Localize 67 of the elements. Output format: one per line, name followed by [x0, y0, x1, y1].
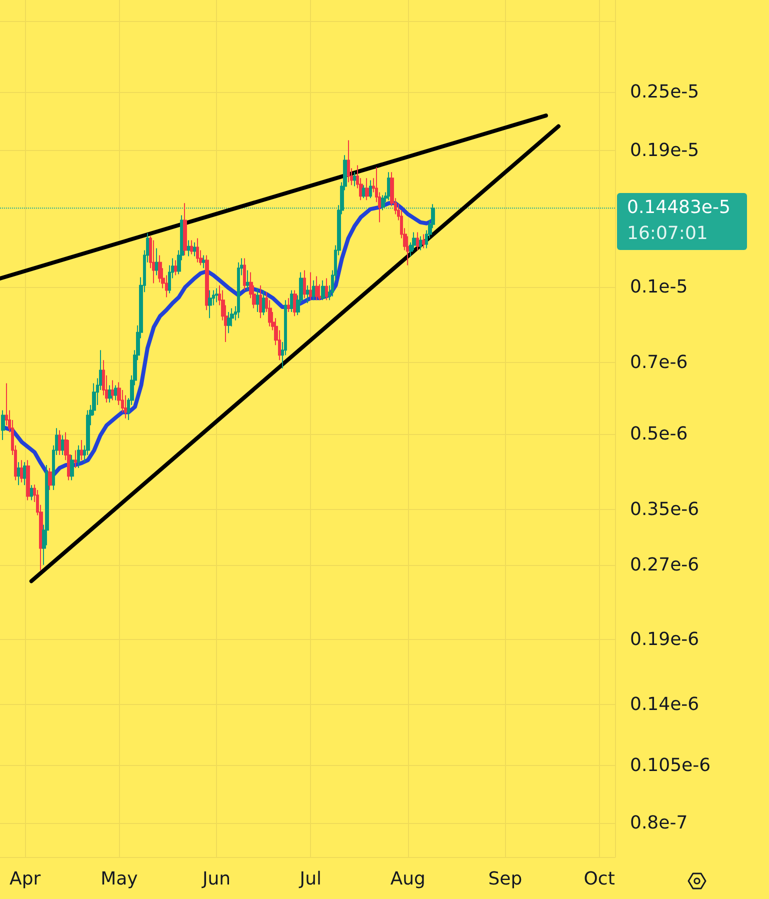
candlestick: [309, 272, 312, 301]
x-tick-label: Oct: [584, 868, 615, 890]
y-tick-label: 0.25e-5: [630, 82, 700, 103]
candlestick: [80, 440, 83, 461]
candlestick: [190, 240, 193, 255]
candlestick: [365, 178, 369, 201]
y-tick-label: 0.7e-6: [630, 352, 688, 374]
candlestick: [183, 202, 187, 256]
candlestick: [353, 172, 356, 187]
candlestick: [347, 140, 350, 183]
candlestick: [193, 242, 196, 257]
candlestick: [243, 258, 246, 291]
x-tick-label: May: [100, 868, 138, 890]
candlestick: [205, 254, 209, 311]
candlestick: [202, 254, 206, 269]
x-tick-label: Apr: [10, 868, 42, 890]
candlestick: [381, 194, 385, 211]
candlestick: [26, 460, 30, 501]
candlestick: [152, 240, 156, 284]
candlestick: [1, 410, 5, 441]
candlestick: [419, 236, 422, 251]
candlestick: [306, 284, 309, 304]
candlestick: [187, 240, 190, 257]
candlestick: [155, 248, 159, 276]
y-tick-label: 0.14e-6: [630, 694, 700, 715]
candlestick: [315, 276, 319, 301]
candlestick: [74, 450, 77, 468]
ref-line-label: 0.14483e-5: [627, 196, 730, 220]
x-tick-label: Jul: [298, 868, 322, 890]
candlestick: [17, 462, 21, 486]
candlestick: [303, 270, 306, 299]
candlestick: [174, 260, 177, 276]
y-tick-label: 0.105e-6: [630, 754, 711, 776]
candlestick: [325, 278, 328, 301]
candlestick: [111, 380, 115, 401]
y-tick-label: 0.1e-5: [630, 276, 688, 298]
y-tick-label: 0.19e-5: [630, 140, 700, 162]
candlestick: [114, 384, 118, 401]
candlestick: [369, 180, 372, 199]
candlestick: [208, 290, 212, 319]
candlestick: [108, 384, 112, 403]
candlestick: [287, 298, 290, 313]
x-tick-label: Aug: [390, 868, 426, 890]
candlestick: [215, 288, 218, 303]
candlestick: [262, 290, 265, 316]
candlestick: [256, 288, 259, 313]
y-tick-label: 0.27e-6: [630, 554, 700, 576]
candlestick: [416, 232, 419, 251]
candlestick: [246, 270, 250, 291]
candlestick: [77, 444, 80, 468]
candlestick: [58, 430, 61, 456]
y-tick-label: 0.19e-6: [630, 628, 700, 650]
candlestick: [70, 454, 74, 481]
candlestick: [321, 280, 325, 301]
candlestick: [237, 262, 240, 319]
candlestick: [259, 284, 262, 319]
y-tick-label: 0.8e-7: [630, 812, 688, 834]
x-tick-label: Jun: [201, 868, 231, 890]
y-tick-label: 0.5e-6: [630, 423, 688, 444]
candlestick: [422, 234, 425, 249]
candlestick: [196, 238, 199, 263]
text: 16:07:01: [627, 222, 709, 246]
candlestick: [227, 312, 231, 334]
candlestick: [48, 467, 52, 491]
x-tick-label: Sep: [488, 868, 522, 890]
candlestick: [30, 484, 33, 501]
y-tick-label: 0.35e-6: [630, 499, 700, 520]
